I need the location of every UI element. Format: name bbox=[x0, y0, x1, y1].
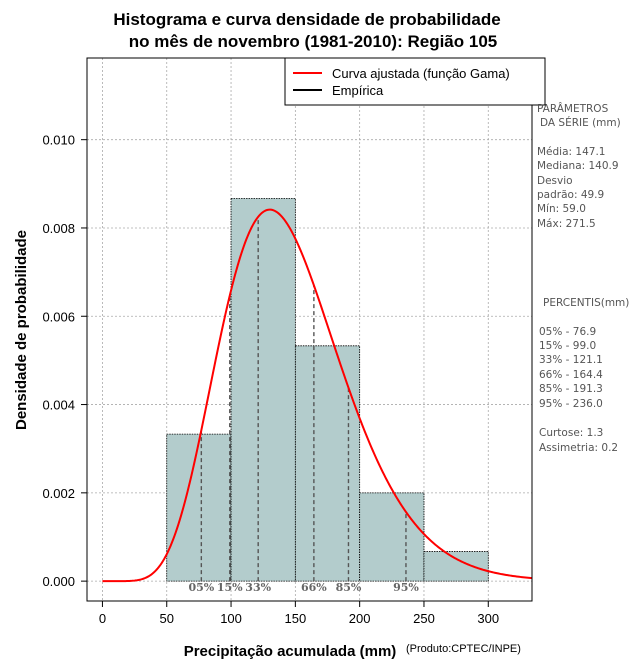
params-title-2: DA SÉRIE (mm) bbox=[540, 116, 621, 129]
percentile-label: 05% bbox=[188, 581, 214, 594]
legend-empirical-label: Empírica bbox=[332, 83, 384, 98]
legend-fit-label: Curva ajustada (função Gama) bbox=[332, 66, 510, 81]
param-deviation-1: Desvio bbox=[537, 175, 573, 187]
params-title-1: PARÂMETROS bbox=[537, 102, 609, 115]
histogram-bars bbox=[166, 197, 489, 582]
param-mean: Média: 147.1 bbox=[537, 146, 605, 158]
percentile-label: 33% bbox=[245, 581, 271, 594]
x-tick-label: 100 bbox=[220, 611, 242, 626]
percentil-95: 95% - 236.0 bbox=[539, 398, 603, 410]
x-axis-label: Precipitação acumulada (mm) bbox=[184, 643, 397, 660]
y-tick-label: 0.002 bbox=[42, 486, 75, 501]
param-min: Mín: 59.0 bbox=[537, 203, 586, 215]
percentile-lines: 05% 15% 33% 66% 85% 95% bbox=[188, 216, 419, 594]
param-median: Mediana: 140.9 bbox=[537, 160, 619, 172]
percentil-05: 05% - 76.9 bbox=[539, 326, 596, 338]
fitted-curve-layer bbox=[102, 208, 533, 583]
axes: 0 50 100 150 200 250 300 0.000 0.002 0.004 0.006 0.… bbox=[42, 133, 499, 626]
percentil-66: 66% - 164.4 bbox=[539, 369, 603, 381]
series-parameters: PARÂMETROS DA SÉRIE (mm) Média: 147.1 Me… bbox=[537, 102, 621, 230]
x-tick-label: 0 bbox=[99, 611, 106, 626]
x-tick-label: 200 bbox=[349, 611, 371, 626]
y-tick-label: 0.010 bbox=[42, 133, 75, 148]
chart-title-line2: no mês de novembro (1981-2010): Região 1… bbox=[129, 32, 497, 51]
x-tick-label: 50 bbox=[160, 611, 174, 626]
percentil-33: 33% - 121.1 bbox=[539, 354, 603, 366]
x-tick-label: 250 bbox=[413, 611, 435, 626]
percentil-85: 85% - 191.3 bbox=[539, 383, 603, 395]
stat-skewness: Assimetria: 0.2 bbox=[539, 442, 618, 454]
x-tick-label: 150 bbox=[285, 611, 307, 626]
percentile-label: 15% bbox=[217, 581, 243, 594]
y-axis-label: Densidade de probabilidade bbox=[13, 230, 30, 430]
percentile-label: 95% bbox=[393, 581, 419, 594]
stat-kurtosis: Curtose: 1.3 bbox=[539, 427, 603, 439]
y-tick-label: 0.006 bbox=[42, 309, 75, 324]
gamma-fit-curve bbox=[102, 208, 533, 583]
legend-box bbox=[284, 57, 546, 106]
percentile-label: 66% bbox=[301, 581, 327, 594]
chart-title-line1: Histograma e curva densidade de probabil… bbox=[113, 10, 500, 29]
histogram-bar bbox=[166, 433, 232, 582]
histogram-bar bbox=[294, 345, 361, 582]
credit-label: (Produto:CPTEC/INPE) bbox=[406, 643, 521, 655]
percentil-15: 15% - 99.0 bbox=[539, 340, 596, 352]
percentis-title: PERCENTIS(mm) bbox=[543, 297, 629, 309]
y-tick-label: 0.008 bbox=[42, 221, 75, 236]
histogram-bar bbox=[359, 492, 425, 582]
histogram-bar bbox=[230, 197, 296, 582]
param-deviation-2: padrão: 49.9 bbox=[537, 189, 604, 201]
percentiles-panel: PERCENTIS(mm) 05% - 76.9 15% - 99.0 33% … bbox=[539, 297, 629, 454]
percentile-label: 85% bbox=[336, 581, 362, 594]
legend: Curva ajustada (função Gama) Empírica bbox=[284, 57, 546, 106]
x-tick-label: 300 bbox=[477, 611, 499, 626]
param-max: Máx: 271.5 bbox=[537, 218, 596, 230]
y-tick-label: 0.000 bbox=[42, 574, 75, 589]
y-tick-label: 0.004 bbox=[42, 398, 75, 413]
histogram-bar bbox=[423, 551, 489, 582]
